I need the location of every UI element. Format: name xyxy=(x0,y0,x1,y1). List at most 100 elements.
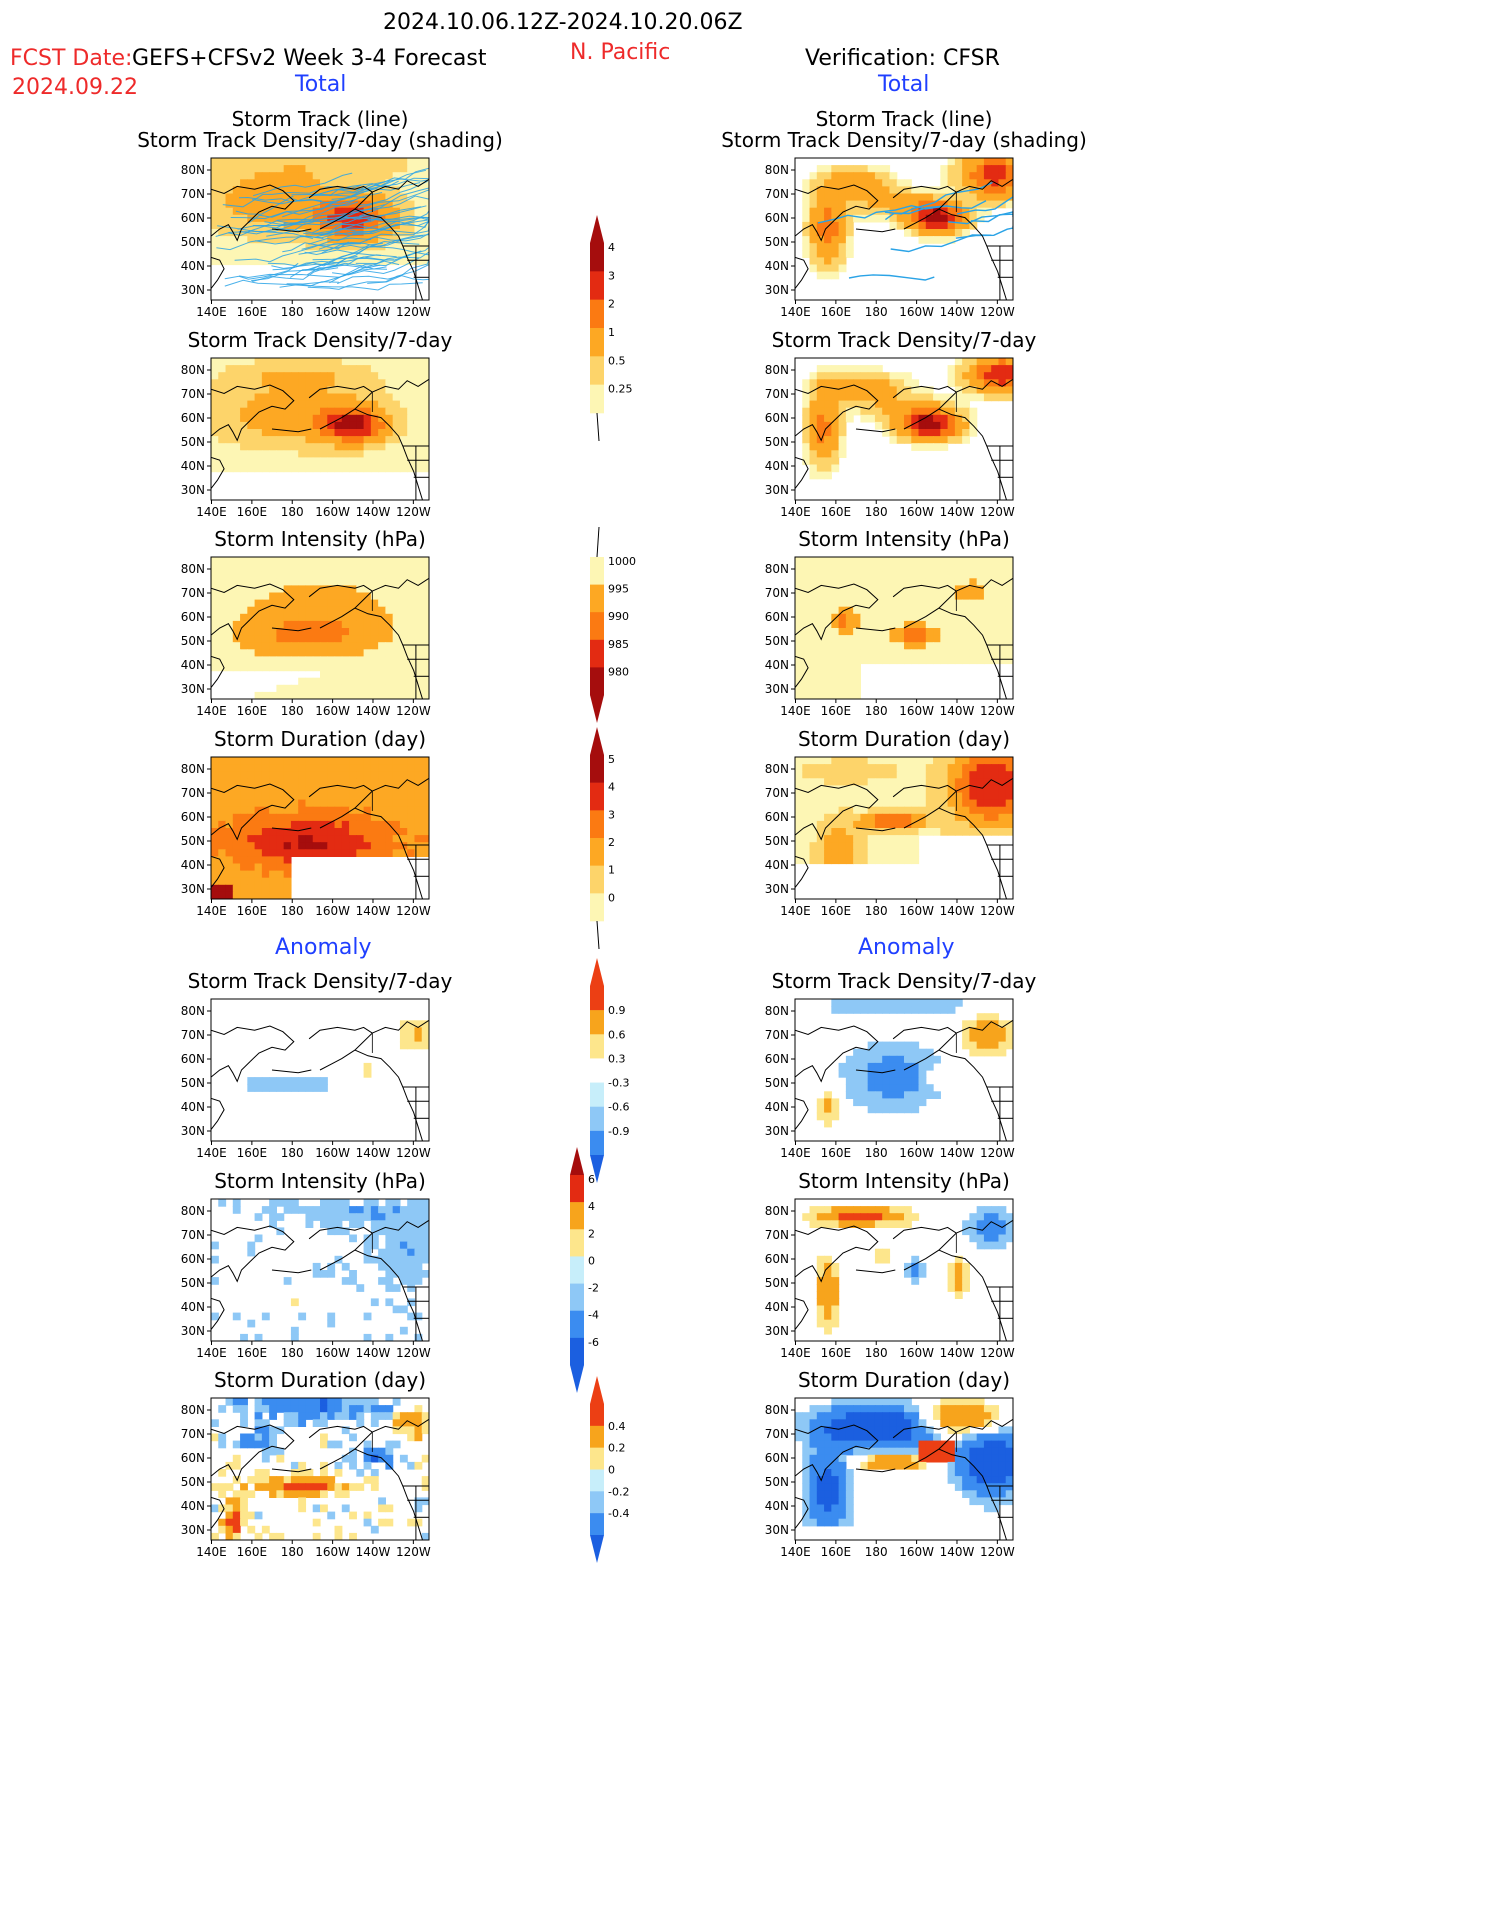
grid-cell xyxy=(421,457,429,466)
grid-cell xyxy=(954,1483,963,1491)
grid-cell xyxy=(896,421,905,430)
colorbar-label: 1000 xyxy=(608,555,636,568)
grid-cell xyxy=(356,792,365,801)
grid-cell xyxy=(831,1433,840,1442)
grid-cell xyxy=(399,1248,408,1257)
grid-cell xyxy=(802,1461,811,1470)
grid-cell xyxy=(269,828,277,836)
grid-cell xyxy=(918,628,927,636)
grid-cell xyxy=(240,785,248,794)
grid-cell xyxy=(399,649,408,657)
grid-cell xyxy=(882,1070,891,1078)
y-tick-label: 40N xyxy=(181,459,205,473)
grid-cell xyxy=(356,236,365,244)
x-tick-label: 120W xyxy=(980,904,1015,918)
grid-cell xyxy=(320,200,328,209)
grid-cell xyxy=(312,771,321,779)
grid-cell xyxy=(940,564,949,572)
grid-cell xyxy=(290,571,299,579)
grid-cell xyxy=(838,684,847,693)
colorbar-swatch xyxy=(570,1229,584,1257)
grid-cell xyxy=(831,578,840,586)
grid-cell xyxy=(312,571,321,579)
grid-cell xyxy=(969,613,978,622)
grid-cell xyxy=(802,1426,811,1435)
grid-cell xyxy=(225,165,234,173)
grid-cell xyxy=(211,172,219,180)
grid-cell xyxy=(1005,158,1013,166)
grid-cell xyxy=(904,379,912,387)
grid-cell xyxy=(969,1433,978,1442)
grid-cell xyxy=(399,592,408,601)
grid-cell xyxy=(918,757,927,765)
grid-cell xyxy=(283,691,292,699)
grid-cell xyxy=(816,1262,825,1271)
grid-cell xyxy=(385,1206,394,1214)
grid-cell xyxy=(889,214,898,223)
grid-cell xyxy=(831,221,840,230)
x-tick-label: 140W xyxy=(940,704,975,718)
grid-cell xyxy=(385,207,394,216)
grid-cell xyxy=(795,835,803,843)
grid-cell xyxy=(911,186,920,195)
grid-cell xyxy=(399,257,408,266)
grid-cell xyxy=(1005,379,1013,387)
grid-cell xyxy=(904,1062,912,1071)
grid-cell xyxy=(421,229,429,237)
grid-cell xyxy=(240,891,248,899)
grid-cell xyxy=(853,1084,861,1092)
grid-cell xyxy=(341,599,350,608)
grid-cell xyxy=(911,656,920,665)
grid-cell xyxy=(976,799,985,808)
grid-cell xyxy=(896,606,905,615)
grid-cell xyxy=(232,1199,241,1207)
grid-cell xyxy=(976,1483,985,1491)
grid-cell xyxy=(283,557,292,565)
grid-cell xyxy=(421,1199,429,1207)
grid-cell xyxy=(370,1206,379,1214)
grid-cell xyxy=(305,642,314,650)
grid-cell xyxy=(392,250,401,258)
grid-cell xyxy=(407,642,416,650)
grid-cell xyxy=(254,186,263,195)
grid-cell xyxy=(802,421,811,430)
grid-cell xyxy=(896,214,905,223)
grid-cell xyxy=(809,670,818,679)
grid-cell xyxy=(925,1426,934,1435)
grid-cell xyxy=(276,257,285,266)
grid-cell xyxy=(240,443,248,451)
grid-cell xyxy=(802,606,811,615)
grid-cell xyxy=(976,1027,985,1036)
grid-cell xyxy=(802,186,811,195)
grid-cell xyxy=(998,358,1007,366)
grid-cell xyxy=(998,372,1007,380)
grid-cell xyxy=(874,193,883,202)
grid-cell xyxy=(327,1476,336,1484)
grid-cell xyxy=(795,599,803,608)
colorbar-arrow xyxy=(590,958,604,986)
y-tick-label: 30N xyxy=(181,1124,205,1138)
grid-cell xyxy=(845,799,854,808)
grid-cell xyxy=(290,806,299,815)
grid-cell xyxy=(320,443,328,451)
grid-cell xyxy=(918,564,927,572)
grid-cell xyxy=(421,236,429,244)
grid-cell xyxy=(962,1433,970,1442)
grid-cell xyxy=(225,414,234,423)
fcst-date: 2024.09.22 xyxy=(12,75,138,100)
grid-cell xyxy=(341,436,350,444)
grid-cell xyxy=(320,429,328,437)
grid-cell xyxy=(421,1454,429,1463)
grid-cell xyxy=(378,250,386,258)
grid-cell xyxy=(407,1426,416,1435)
grid-cell xyxy=(809,764,818,772)
grid-cell xyxy=(904,429,912,437)
grid-cell xyxy=(298,835,307,843)
grid-cell xyxy=(363,642,372,650)
grid-cell xyxy=(341,813,350,822)
panel-title-duration: Storm Duration (day) xyxy=(797,727,1011,751)
grid-cell xyxy=(867,635,876,643)
grid-cell xyxy=(947,229,956,237)
grid-cell xyxy=(363,1199,372,1207)
grid-cell xyxy=(421,436,429,444)
